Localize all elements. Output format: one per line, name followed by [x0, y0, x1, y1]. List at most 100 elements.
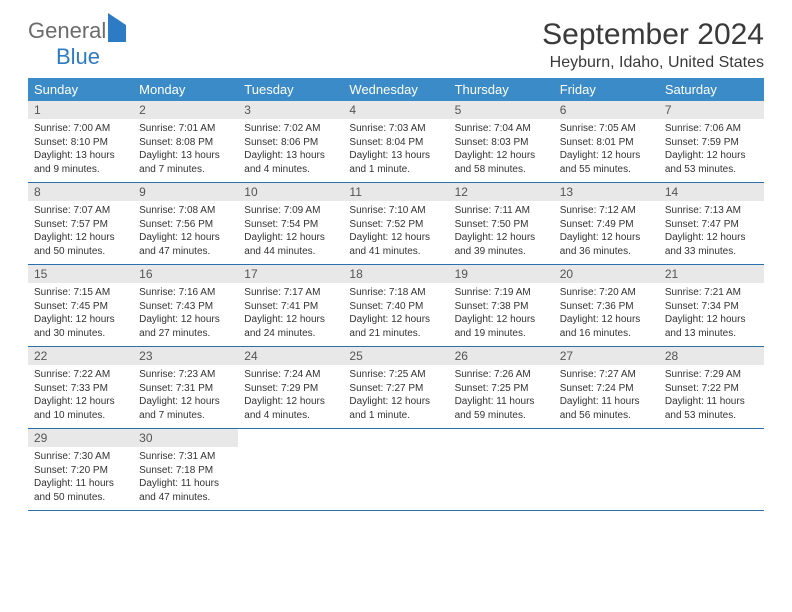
day-cell: 12Sunrise: 7:11 AMSunset: 7:50 PMDayligh… — [449, 183, 554, 264]
sunset-text: Sunset: 7:38 PM — [455, 300, 548, 314]
weeks-container: 1Sunrise: 7:00 AMSunset: 8:10 PMDaylight… — [28, 101, 764, 511]
logo-text: General Blue — [28, 18, 126, 70]
daylight-text: Daylight: 12 hours and 50 minutes. — [34, 231, 127, 258]
day-body: Sunrise: 7:31 AMSunset: 7:18 PMDaylight:… — [133, 447, 238, 510]
day-body: Sunrise: 7:03 AMSunset: 8:04 PMDaylight:… — [343, 119, 448, 182]
day-number: 6 — [554, 101, 659, 119]
sunrise-text: Sunrise: 7:17 AM — [244, 286, 337, 300]
day-number: 14 — [659, 183, 764, 201]
day-number: 29 — [28, 429, 133, 447]
sunset-text: Sunset: 8:01 PM — [560, 136, 653, 150]
sunset-text: Sunset: 7:52 PM — [349, 218, 442, 232]
sunset-text: Sunset: 7:41 PM — [244, 300, 337, 314]
day-cell — [554, 429, 659, 510]
day-cell: 21Sunrise: 7:21 AMSunset: 7:34 PMDayligh… — [659, 265, 764, 346]
day-number: 28 — [659, 347, 764, 365]
daylight-text: Daylight: 11 hours and 50 minutes. — [34, 477, 127, 504]
month-title: September 2024 — [542, 18, 764, 52]
daylight-text: Daylight: 12 hours and 4 minutes. — [244, 395, 337, 422]
logo-part1: General — [28, 18, 106, 43]
daylight-text: Daylight: 12 hours and 21 minutes. — [349, 313, 442, 340]
sunset-text: Sunset: 8:04 PM — [349, 136, 442, 150]
day-cell: 17Sunrise: 7:17 AMSunset: 7:41 PMDayligh… — [238, 265, 343, 346]
daylight-text: Daylight: 12 hours and 27 minutes. — [139, 313, 232, 340]
logo-triangle-icon — [108, 13, 126, 42]
day-number: 26 — [449, 347, 554, 365]
sunset-text: Sunset: 8:08 PM — [139, 136, 232, 150]
daylight-text: Daylight: 12 hours and 44 minutes. — [244, 231, 337, 258]
day-number: 4 — [343, 101, 448, 119]
weekday-wednesday: Wednesday — [343, 78, 448, 101]
daylight-text: Daylight: 12 hours and 58 minutes. — [455, 149, 548, 176]
day-number: 1 — [28, 101, 133, 119]
day-cell: 11Sunrise: 7:10 AMSunset: 7:52 PMDayligh… — [343, 183, 448, 264]
day-cell: 16Sunrise: 7:16 AMSunset: 7:43 PMDayligh… — [133, 265, 238, 346]
sunrise-text: Sunrise: 7:21 AM — [665, 286, 758, 300]
daylight-text: Daylight: 12 hours and 36 minutes. — [560, 231, 653, 258]
day-number: 27 — [554, 347, 659, 365]
daylight-text: Daylight: 11 hours and 59 minutes. — [455, 395, 548, 422]
day-cell: 6Sunrise: 7:05 AMSunset: 8:01 PMDaylight… — [554, 101, 659, 182]
day-body: Sunrise: 7:09 AMSunset: 7:54 PMDaylight:… — [238, 201, 343, 264]
day-cell: 30Sunrise: 7:31 AMSunset: 7:18 PMDayligh… — [133, 429, 238, 510]
day-number: 5 — [449, 101, 554, 119]
day-body: Sunrise: 7:18 AMSunset: 7:40 PMDaylight:… — [343, 283, 448, 346]
day-cell — [659, 429, 764, 510]
sunrise-text: Sunrise: 7:31 AM — [139, 450, 232, 464]
day-body: Sunrise: 7:00 AMSunset: 8:10 PMDaylight:… — [28, 119, 133, 182]
weekday-tuesday: Tuesday — [238, 78, 343, 101]
day-number: 11 — [343, 183, 448, 201]
day-number: 23 — [133, 347, 238, 365]
sunrise-text: Sunrise: 7:27 AM — [560, 368, 653, 382]
day-number: 7 — [659, 101, 764, 119]
header: General Blue September 2024 Heyburn, Ida… — [28, 18, 764, 72]
daylight-text: Daylight: 12 hours and 33 minutes. — [665, 231, 758, 258]
day-body: Sunrise: 7:13 AMSunset: 7:47 PMDaylight:… — [659, 201, 764, 264]
sunrise-text: Sunrise: 7:18 AM — [349, 286, 442, 300]
sunrise-text: Sunrise: 7:24 AM — [244, 368, 337, 382]
day-number: 3 — [238, 101, 343, 119]
day-number: 8 — [28, 183, 133, 201]
day-cell — [238, 429, 343, 510]
week-row: 8Sunrise: 7:07 AMSunset: 7:57 PMDaylight… — [28, 183, 764, 265]
day-cell: 27Sunrise: 7:27 AMSunset: 7:24 PMDayligh… — [554, 347, 659, 428]
sunset-text: Sunset: 7:18 PM — [139, 464, 232, 478]
day-number: 2 — [133, 101, 238, 119]
sunset-text: Sunset: 7:50 PM — [455, 218, 548, 232]
day-body: Sunrise: 7:24 AMSunset: 7:29 PMDaylight:… — [238, 365, 343, 428]
sunset-text: Sunset: 7:29 PM — [244, 382, 337, 396]
day-cell: 13Sunrise: 7:12 AMSunset: 7:49 PMDayligh… — [554, 183, 659, 264]
daylight-text: Daylight: 11 hours and 47 minutes. — [139, 477, 232, 504]
sunset-text: Sunset: 7:24 PM — [560, 382, 653, 396]
day-number: 13 — [554, 183, 659, 201]
day-body: Sunrise: 7:20 AMSunset: 7:36 PMDaylight:… — [554, 283, 659, 346]
location: Heyburn, Idaho, United States — [542, 54, 764, 72]
week-row: 15Sunrise: 7:15 AMSunset: 7:45 PMDayligh… — [28, 265, 764, 347]
daylight-text: Daylight: 13 hours and 4 minutes. — [244, 149, 337, 176]
sunrise-text: Sunrise: 7:04 AM — [455, 122, 548, 136]
day-cell: 19Sunrise: 7:19 AMSunset: 7:38 PMDayligh… — [449, 265, 554, 346]
sunrise-text: Sunrise: 7:11 AM — [455, 204, 548, 218]
sunrise-text: Sunrise: 7:20 AM — [560, 286, 653, 300]
day-cell: 14Sunrise: 7:13 AMSunset: 7:47 PMDayligh… — [659, 183, 764, 264]
day-body: Sunrise: 7:21 AMSunset: 7:34 PMDaylight:… — [659, 283, 764, 346]
day-cell: 20Sunrise: 7:20 AMSunset: 7:36 PMDayligh… — [554, 265, 659, 346]
sunrise-text: Sunrise: 7:19 AM — [455, 286, 548, 300]
weekday-header-row: Sunday Monday Tuesday Wednesday Thursday… — [28, 78, 764, 101]
day-body: Sunrise: 7:25 AMSunset: 7:27 PMDaylight:… — [343, 365, 448, 428]
sunset-text: Sunset: 7:45 PM — [34, 300, 127, 314]
day-body: Sunrise: 7:26 AMSunset: 7:25 PMDaylight:… — [449, 365, 554, 428]
sunrise-text: Sunrise: 7:26 AM — [455, 368, 548, 382]
sunrise-text: Sunrise: 7:01 AM — [139, 122, 232, 136]
daylight-text: Daylight: 12 hours and 47 minutes. — [139, 231, 232, 258]
weekday-saturday: Saturday — [659, 78, 764, 101]
daylight-text: Daylight: 12 hours and 19 minutes. — [455, 313, 548, 340]
sunrise-text: Sunrise: 7:13 AM — [665, 204, 758, 218]
daylight-text: Daylight: 12 hours and 41 minutes. — [349, 231, 442, 258]
day-cell: 18Sunrise: 7:18 AMSunset: 7:40 PMDayligh… — [343, 265, 448, 346]
sunset-text: Sunset: 8:10 PM — [34, 136, 127, 150]
day-number: 18 — [343, 265, 448, 283]
sunset-text: Sunset: 7:27 PM — [349, 382, 442, 396]
day-body: Sunrise: 7:29 AMSunset: 7:22 PMDaylight:… — [659, 365, 764, 428]
day-body: Sunrise: 7:15 AMSunset: 7:45 PMDaylight:… — [28, 283, 133, 346]
